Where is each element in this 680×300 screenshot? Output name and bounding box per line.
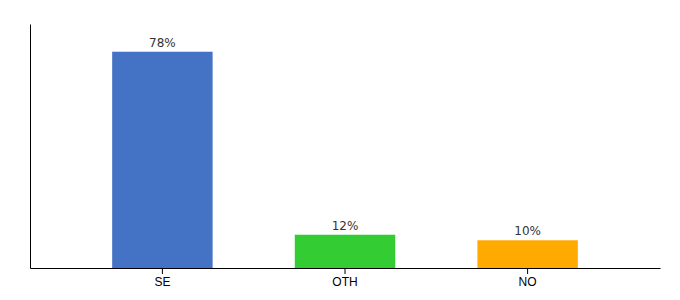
data-labels: 78% 12% 10% xyxy=(149,36,541,239)
x-tick-label: SE xyxy=(154,275,170,289)
x-tick-mark xyxy=(162,268,163,274)
chart-container: SE OTH NO 78% 12% 10% xyxy=(0,0,680,300)
x-tick-mark xyxy=(527,268,528,274)
y-axis-line xyxy=(30,25,31,269)
x-tick: OTH xyxy=(332,268,357,289)
x-tick: NO xyxy=(519,268,537,289)
y-axis xyxy=(30,25,31,269)
data-label: 12% xyxy=(332,219,359,233)
x-tick-label: NO xyxy=(519,275,537,289)
x-axis: SE OTH NO xyxy=(31,268,661,289)
data-label: 78% xyxy=(149,36,176,50)
data-label: 10% xyxy=(514,224,541,238)
chart: SE OTH NO 78% 12% 10% xyxy=(0,0,680,300)
bar xyxy=(295,235,395,268)
bar xyxy=(477,240,577,268)
x-tick-label: OTH xyxy=(332,275,357,289)
x-tick: SE xyxy=(154,268,170,289)
bars xyxy=(112,52,578,268)
x-tick-mark xyxy=(345,268,346,274)
plot: SE OTH NO 78% 12% 10% xyxy=(31,25,661,289)
bar xyxy=(112,52,212,268)
